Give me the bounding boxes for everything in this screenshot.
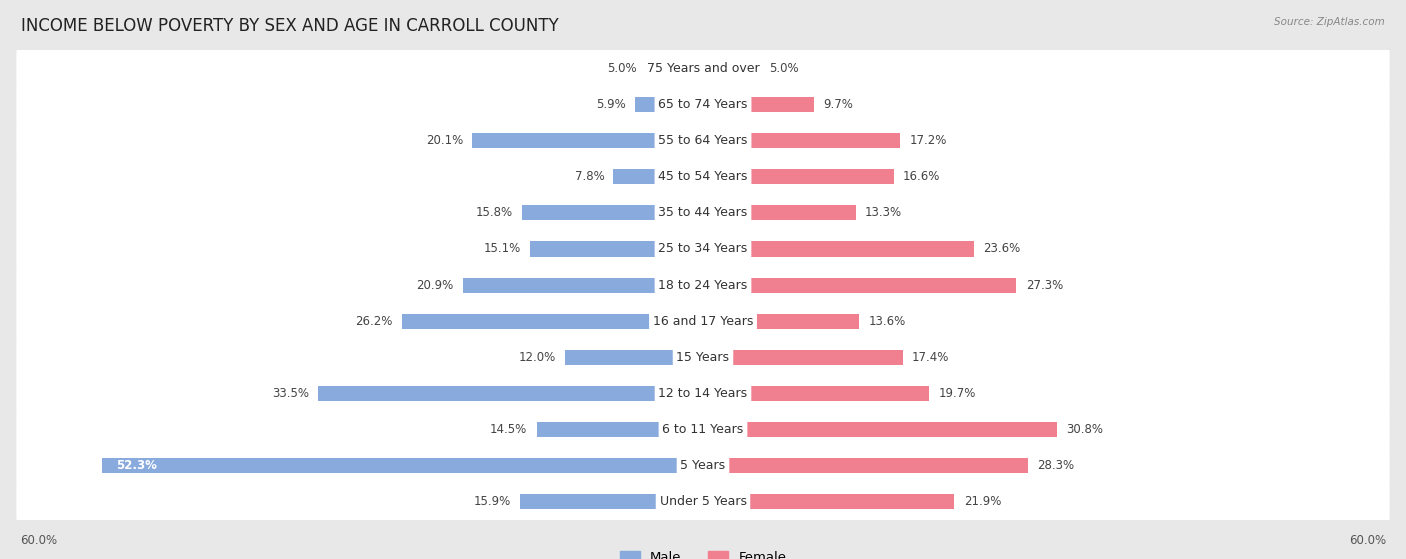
FancyBboxPatch shape (17, 297, 1389, 345)
FancyBboxPatch shape (17, 80, 1389, 129)
Text: INCOME BELOW POVERTY BY SEX AND AGE IN CARROLL COUNTY: INCOME BELOW POVERTY BY SEX AND AGE IN C… (21, 17, 558, 35)
Bar (318, 386, 703, 401)
FancyBboxPatch shape (17, 153, 1389, 201)
Text: 12.0%: 12.0% (519, 351, 555, 364)
Text: 12 to 14 Years: 12 to 14 Years (658, 387, 748, 400)
Bar (537, 422, 703, 437)
Bar (703, 458, 1028, 473)
Text: 9.7%: 9.7% (824, 98, 853, 111)
Text: 17.4%: 17.4% (912, 351, 949, 364)
Text: 60.0%: 60.0% (1350, 534, 1386, 547)
Bar (703, 422, 1057, 437)
Text: 13.6%: 13.6% (869, 315, 905, 328)
Bar (703, 205, 856, 220)
Text: 60.0%: 60.0% (20, 534, 56, 547)
Text: 25 to 34 Years: 25 to 34 Years (658, 243, 748, 255)
Text: 28.3%: 28.3% (1038, 459, 1074, 472)
Bar (703, 133, 900, 148)
Bar (703, 61, 761, 76)
Text: 30.8%: 30.8% (1066, 423, 1102, 436)
Text: 75 Years and over: 75 Years and over (647, 62, 759, 75)
Text: 17.2%: 17.2% (910, 134, 948, 147)
Bar (703, 277, 1017, 293)
Bar (463, 277, 703, 293)
Bar (703, 494, 955, 509)
Text: 6 to 11 Years: 6 to 11 Years (662, 423, 744, 436)
Text: 19.7%: 19.7% (938, 387, 976, 400)
Bar (703, 386, 929, 401)
Text: 7.8%: 7.8% (575, 170, 605, 183)
FancyBboxPatch shape (17, 261, 1389, 309)
Text: 45 to 54 Years: 45 to 54 Years (658, 170, 748, 183)
Text: 5.9%: 5.9% (596, 98, 626, 111)
FancyBboxPatch shape (17, 478, 1389, 525)
Bar (522, 205, 703, 220)
Text: 5.0%: 5.0% (607, 62, 637, 75)
Bar (703, 241, 974, 257)
Text: 13.3%: 13.3% (865, 206, 903, 219)
Bar (703, 97, 814, 112)
Bar (636, 97, 703, 112)
Text: 16.6%: 16.6% (903, 170, 941, 183)
Text: 20.1%: 20.1% (426, 134, 463, 147)
Text: 52.3%: 52.3% (117, 459, 157, 472)
Bar (472, 133, 703, 148)
Text: 15.9%: 15.9% (474, 495, 512, 508)
FancyBboxPatch shape (17, 442, 1389, 490)
Text: 5.0%: 5.0% (769, 62, 799, 75)
Text: Under 5 Years: Under 5 Years (659, 495, 747, 508)
Text: 15 Years: 15 Years (676, 351, 730, 364)
Text: 33.5%: 33.5% (273, 387, 309, 400)
FancyBboxPatch shape (17, 117, 1389, 164)
Legend: Male, Female: Male, Female (614, 546, 792, 559)
Text: 65 to 74 Years: 65 to 74 Years (658, 98, 748, 111)
Text: 27.3%: 27.3% (1025, 278, 1063, 292)
FancyBboxPatch shape (17, 406, 1389, 453)
Text: 14.5%: 14.5% (491, 423, 527, 436)
Text: 35 to 44 Years: 35 to 44 Years (658, 206, 748, 219)
Text: 16 and 17 Years: 16 and 17 Years (652, 315, 754, 328)
Text: Source: ZipAtlas.com: Source: ZipAtlas.com (1274, 17, 1385, 27)
Bar (565, 350, 703, 365)
FancyBboxPatch shape (17, 225, 1389, 273)
Text: 26.2%: 26.2% (356, 315, 392, 328)
Bar (402, 314, 703, 329)
FancyBboxPatch shape (17, 189, 1389, 236)
Text: 20.9%: 20.9% (416, 278, 454, 292)
Bar (530, 241, 703, 257)
Bar (520, 494, 703, 509)
Text: 21.9%: 21.9% (963, 495, 1001, 508)
FancyBboxPatch shape (17, 334, 1389, 381)
Text: 15.8%: 15.8% (475, 206, 512, 219)
Bar (103, 458, 703, 473)
FancyBboxPatch shape (17, 369, 1389, 417)
Text: 18 to 24 Years: 18 to 24 Years (658, 278, 748, 292)
Bar (613, 169, 703, 184)
Text: 55 to 64 Years: 55 to 64 Years (658, 134, 748, 147)
Bar (703, 314, 859, 329)
Text: 15.1%: 15.1% (484, 243, 520, 255)
Bar (703, 169, 894, 184)
Bar (645, 61, 703, 76)
Text: 23.6%: 23.6% (983, 243, 1021, 255)
Bar (703, 350, 903, 365)
Text: 5 Years: 5 Years (681, 459, 725, 472)
FancyBboxPatch shape (17, 45, 1389, 92)
